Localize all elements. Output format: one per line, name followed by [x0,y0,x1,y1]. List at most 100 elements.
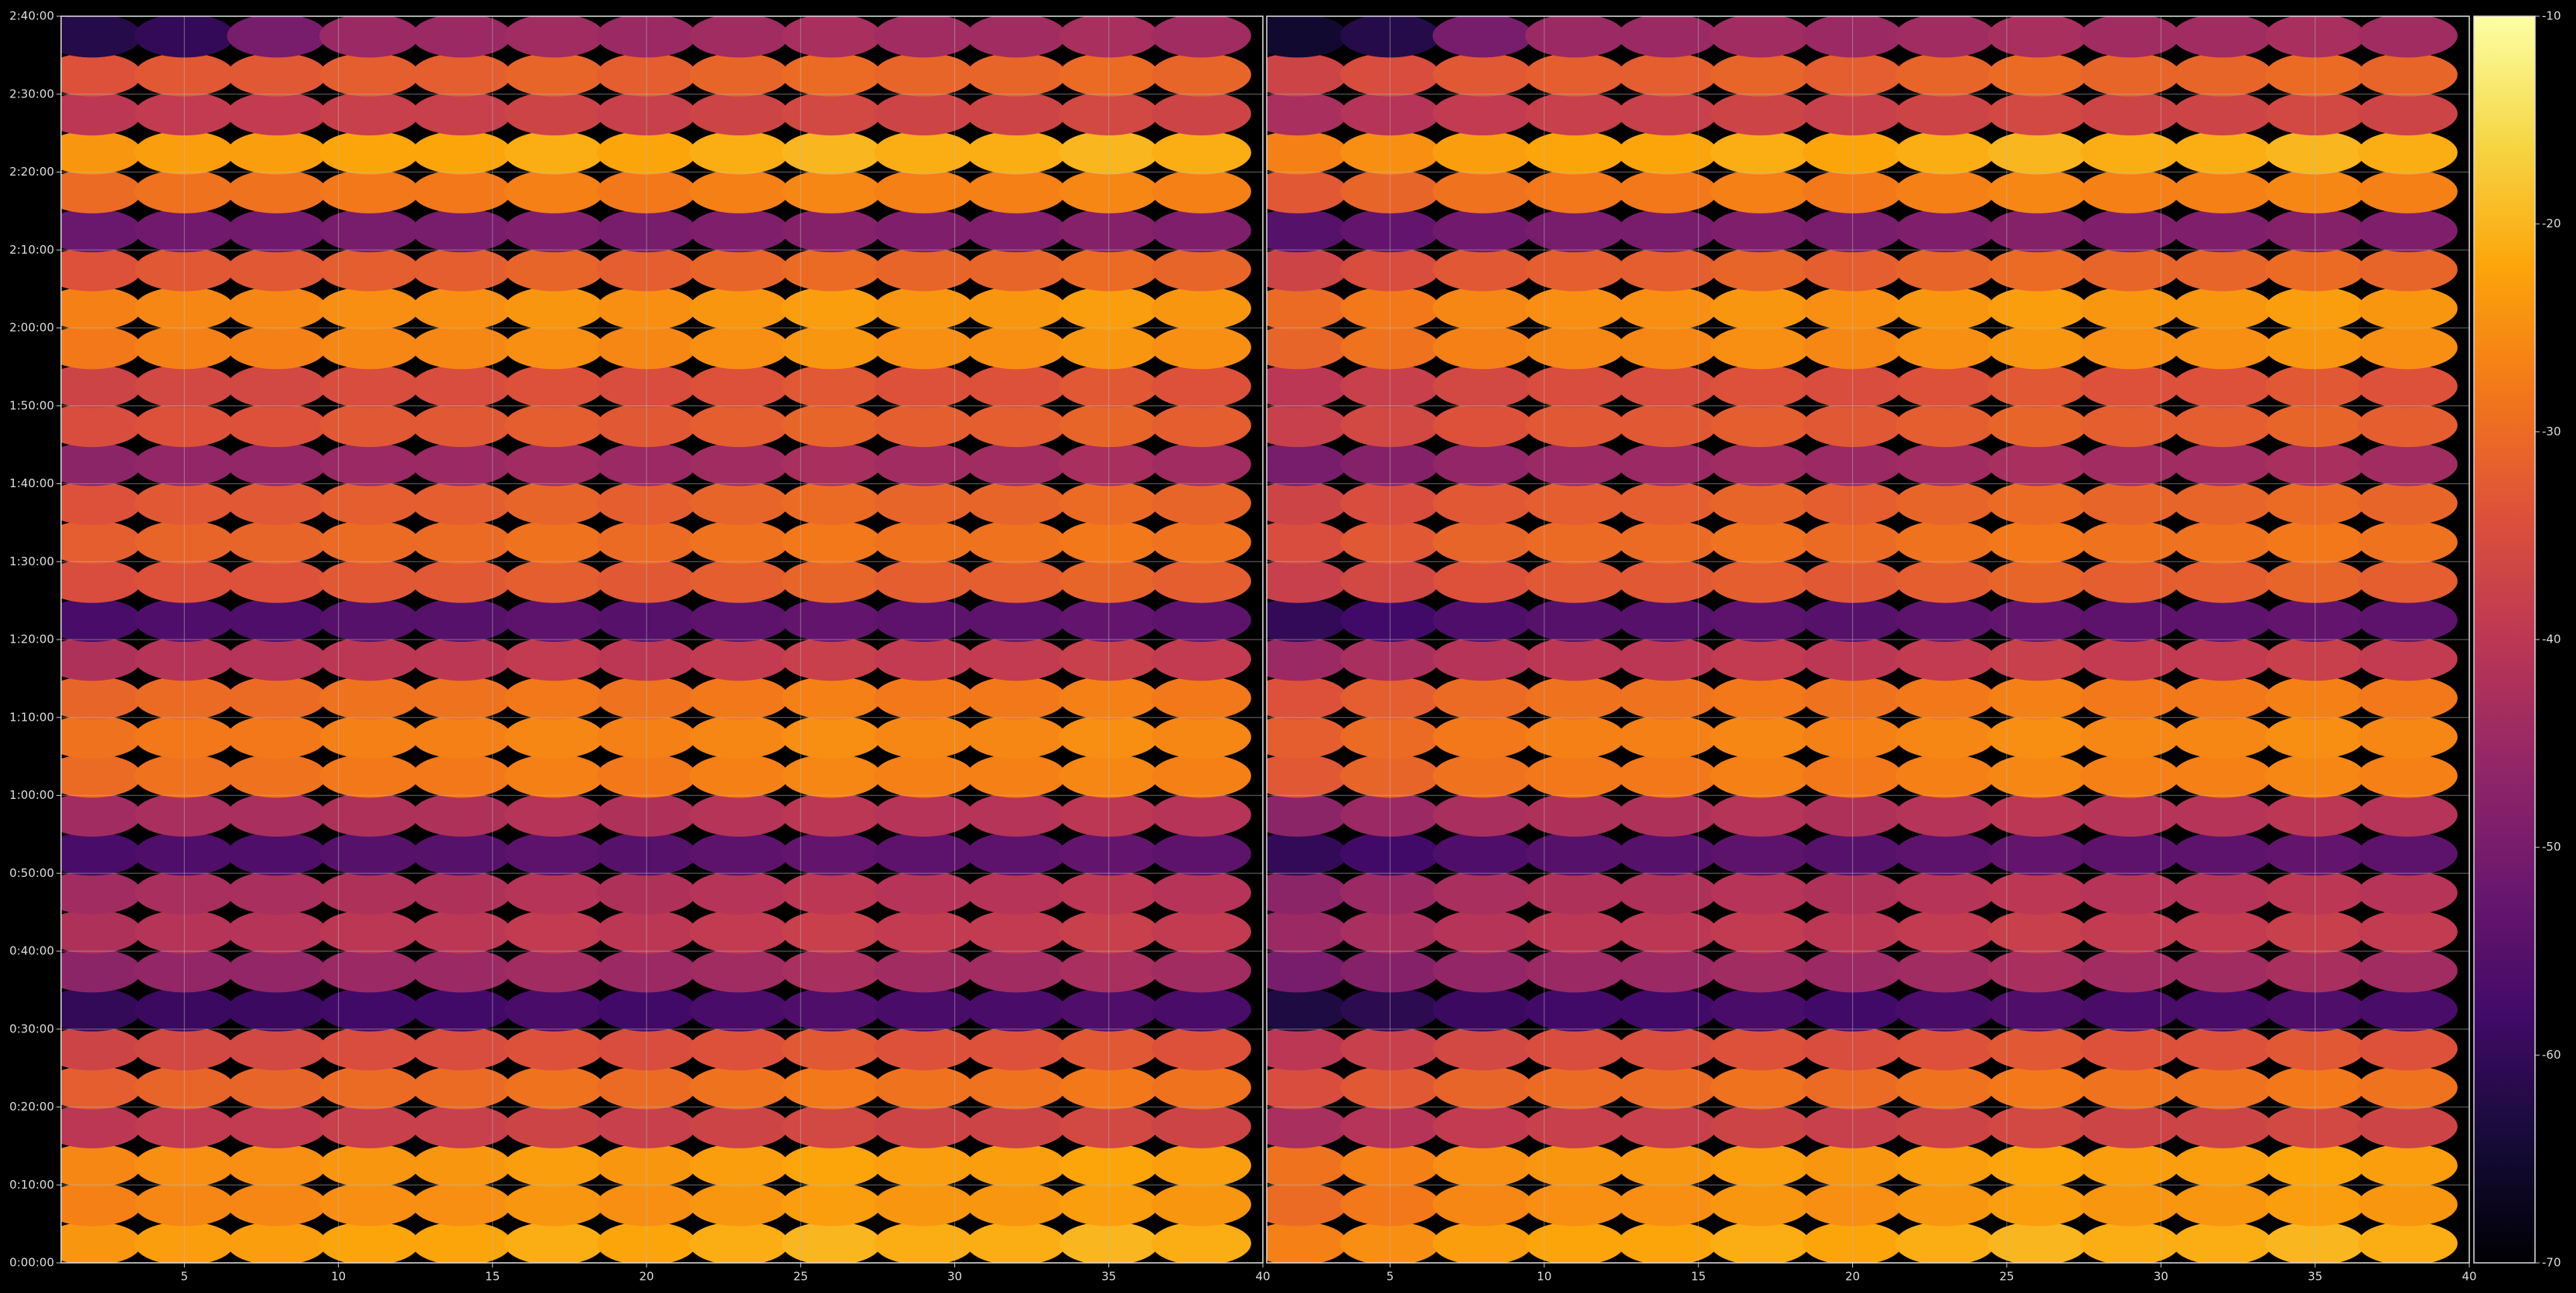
cell [2080,598,2181,643]
cell [411,364,512,408]
cell [2265,715,2366,759]
cell [1617,91,1718,136]
cell [689,325,790,370]
cell [1267,598,1348,643]
cell [134,1143,234,1188]
cell [1267,754,1348,798]
cell [503,247,605,292]
cell [1987,131,2088,175]
cell [2357,481,2458,525]
cell [227,131,327,175]
cell [1267,53,1348,97]
cell [1617,481,1718,525]
cell [1151,286,1251,331]
cell [966,1066,1066,1110]
cell [134,286,234,331]
cell [1710,403,1810,448]
cell [781,676,882,720]
cell [1151,364,1251,408]
colorbar-tick-label: -20 [2542,217,2561,230]
cell [1987,53,2088,97]
cell [1617,754,1718,798]
cell [874,598,974,643]
cell [1267,793,1348,837]
cell [61,598,142,643]
cell [1987,91,2088,136]
cell [1525,676,1626,720]
cell [2265,598,2366,643]
cell [781,1066,882,1110]
cell [503,1143,605,1188]
cell [2080,286,2181,331]
cell [2080,715,2181,759]
cell [319,754,420,798]
cell [689,208,790,253]
cell [503,169,605,213]
colorbar-tick-label: -70 [2542,1256,2561,1270]
cell [134,598,234,643]
cell [227,16,327,58]
cell [1339,754,1441,798]
cell [1432,247,1533,292]
cell [2080,1066,2181,1110]
axes-frame [60,15,1264,1264]
cell [1339,676,1441,720]
cell [781,53,882,97]
cell [2357,1221,2458,1263]
cell [61,364,142,408]
cell [503,636,605,681]
cell [966,909,1066,954]
cell [1267,16,1348,58]
cell [1525,948,1626,993]
cell [596,948,697,993]
cell [1710,286,1810,331]
cell [2080,403,2181,448]
cell [2172,364,2273,408]
cell [134,909,234,954]
x-tick-label: 20 [640,1270,654,1284]
cell [319,831,420,876]
cell [319,636,420,681]
cell [2265,948,2366,993]
cell [1987,16,2088,58]
cell [1151,520,1251,565]
colorbar-tick-label: -50 [2542,840,2561,854]
cell [1432,715,1533,759]
cell [319,442,420,486]
cell [1339,16,1441,58]
cell [1267,988,1348,1032]
cell [2265,325,2366,370]
cell [1151,1221,1251,1263]
cell [2265,871,2366,915]
cell [1525,403,1626,448]
cell [1802,520,1903,565]
cell [2357,559,2458,603]
cell [1432,208,1533,253]
cell [596,793,697,837]
cell [1895,754,1995,798]
cell [503,1066,605,1110]
cell [1151,1182,1251,1226]
cell [1987,169,2088,213]
cell [319,131,420,175]
cell [596,754,697,798]
cell [1059,676,1159,720]
cell [1987,559,2088,603]
cell [1432,481,1533,525]
cell [1267,364,1348,408]
cell [2080,793,2181,837]
cell [1432,53,1533,97]
cell [1617,831,1718,876]
cell [227,91,327,136]
cell [966,598,1066,643]
cell [1432,1221,1533,1263]
cell [1895,403,1995,448]
y-tick-label: 0:00:00 [9,1256,54,1270]
x-tick-label: 25 [793,1270,808,1284]
cell [596,1182,697,1226]
cell [319,1182,420,1226]
cell [1432,520,1533,565]
cell [1895,715,1995,759]
cell [2080,1221,2180,1263]
cell [1802,1104,1903,1148]
